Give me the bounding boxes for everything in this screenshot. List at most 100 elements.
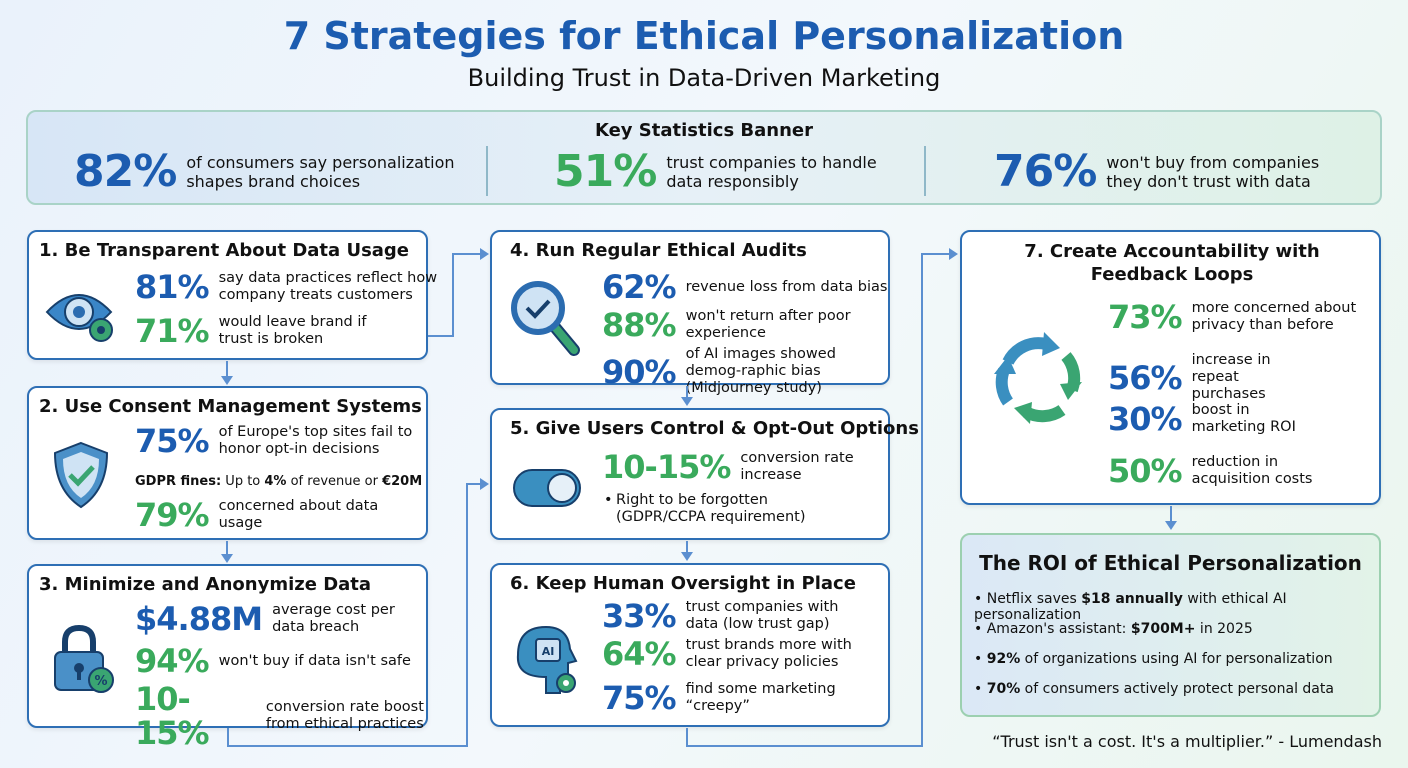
stat-text: trust brands more with clear privacy pol… [685,637,852,670]
roi-item: • Netflix saves $18 annually with ethica… [974,591,1287,623]
stat-value: 75% [135,422,210,460]
strategy-card-2: 2. Use Consent Management Systems 75% of … [27,386,428,540]
stat-row: 94% won't buy if data isn't safe [135,644,411,678]
stat-value: 88% [602,306,677,344]
stat-value: 81% [135,268,210,306]
stat-text: more concerned about privacy than before [1191,300,1357,333]
connector [466,483,480,485]
stat-value: 64% [602,635,677,673]
stat-text: increase in repeat purchases [1191,352,1271,402]
connector [1170,506,1172,522]
stat-row: 10-15% conversion rate increase [602,450,860,484]
roi-title: The ROI of Ethical Personalization [979,551,1362,575]
toggle-icon [513,469,581,507]
connector [921,253,923,747]
roi-text: Amazon's assistant: [986,621,1131,637]
stat-value: 71% [135,312,210,350]
magnifier-check-icon [511,281,580,356]
key-statistics-banner: Key Statistics Banner 82% of consumers sa… [26,110,1382,205]
stat-text: boost in marketing ROI [1191,402,1296,435]
svg-text:AI: AI [542,645,555,658]
strategy-card-5: 5. Give Users Control & Opt-Out Options … [490,408,919,540]
stat-text: trust companies with data (low trust gap… [685,599,839,632]
connector [686,728,688,746]
stat-text: of Europe's top sites fail to honor opt-… [218,424,413,457]
card-title: 7. Create Accountability with Feedback L… [1024,241,1320,285]
note-label: GDPR fines: [135,474,222,489]
connector [686,386,688,398]
connector [686,541,688,553]
connector [921,253,949,255]
stat-text: of AI images showed demog-raphic bias (M… [685,346,836,396]
stat-value: 33% [602,597,677,635]
arrow-down-icon [1165,521,1177,530]
arrow-down-icon [221,376,233,385]
stat-value: 10-15% [602,448,731,486]
roi-panel: The ROI of Ethical Personalization • Net… [960,533,1381,717]
roi-text: Netflix saves [986,591,1082,607]
stat-text: won't return after poor experience [685,308,851,341]
shield-check-icon [53,441,109,509]
arrow-right-icon [949,248,958,260]
banner-stat: 76% won't buy from companies they don't t… [994,146,1336,197]
banner-stat: 51% trust companies to handle data respon… [554,146,886,197]
stat-value: 73% [1108,298,1183,336]
stat-row: 88% won't return after poor experience [602,308,856,342]
stat-text: won't buy from companies they don't trus… [1106,152,1320,191]
stat-text: reduction in acquisition costs [1191,454,1313,487]
stat-value: 76% [994,146,1097,197]
human-ai-icon: AI [516,625,578,694]
stat-row: $4.88M average cost per data breach [135,602,412,636]
stat-text: would leave brand if trust is broken [218,314,367,347]
stat-row: 75% of Europe's top sites fail to honor o… [135,424,419,458]
strategy-card-6: 6. Keep Human Oversight in Place AI 33% t… [490,563,890,727]
stat-value: 75% [602,679,677,717]
stat-text: conversion rate increase [740,450,854,483]
stat-row: 79% concerned about data usage [135,498,426,532]
connector [452,253,480,255]
connector [226,541,228,555]
card-title: 6. Keep Human Oversight in Place [510,573,856,594]
stat-text: of consumers say personalization shapes … [186,152,455,191]
strategy-card-4: 4. Run Regular Ethical Audits 62% revenue… [490,230,890,396]
strategy-card-7: 7. Create Accountability with Feedback L… [960,230,1381,505]
stat-row: 81% say data practices reflect how compan… [135,270,439,304]
roi-highlight: $700M+ [1130,621,1196,637]
gdpr-note: GDPR fines: Up to 4% of revenue or €20M [135,474,422,489]
roi-item: • 92% of organizations using AI for pers… [974,651,1333,667]
stat-row: 50% reduction in acquisition costs [1108,454,1322,488]
connector [466,483,468,747]
stat-text: trust companies to handle data responsib… [666,152,877,191]
stat-row: 33% trust companies with data (low trust … [602,599,876,633]
arrow-down-icon [681,552,693,561]
roi-text: of consumers actively protect personal d… [1020,681,1334,697]
stat-row: 10-15% conversion rate boost from ethical… [135,682,426,750]
roi-text: of organizations using AI for personaliz… [1020,651,1333,667]
note-value: €20M [382,474,423,489]
stat-row: 75% find some marketing “creepy” [602,681,846,715]
stat-text: won't buy if data isn't safe [218,652,411,669]
roi-item: • 70% of consumers actively protect pers… [974,681,1334,697]
roi-text: with ethical AI personalization [974,591,1287,623]
arrow-down-icon [221,554,233,563]
page-subtitle: Building Trust in Data-Driven Marketing [467,64,941,92]
stat-text: find some marketing “creepy” [685,681,836,714]
stat-row: 56% increase in repeat purchases [1108,352,1312,403]
arrow-right-icon [480,478,489,490]
stat-text: say data practices reflect how company t… [218,270,438,303]
stat-value: 94% [135,642,210,680]
stat-row: 90% of AI images showed demog-raphic bias… [602,346,896,397]
roi-text: in 2025 [1195,621,1253,637]
arrow-right-icon [480,248,489,260]
banner-stat: 82% of consumers say personalization shap… [74,146,456,197]
stat-value: 50% [1108,452,1183,490]
stat-value: 30% [1108,400,1183,438]
connector [226,361,228,377]
stat-value: 51% [554,146,657,197]
note-text: Up to [221,474,265,489]
roi-highlight: 92% [986,651,1021,667]
stat-value: 90% [602,352,677,391]
stat-row: 71% would leave brand if trust is broken [135,314,379,348]
stat-text: concerned about data usage [218,498,379,531]
roi-highlight: 70% [986,681,1021,697]
